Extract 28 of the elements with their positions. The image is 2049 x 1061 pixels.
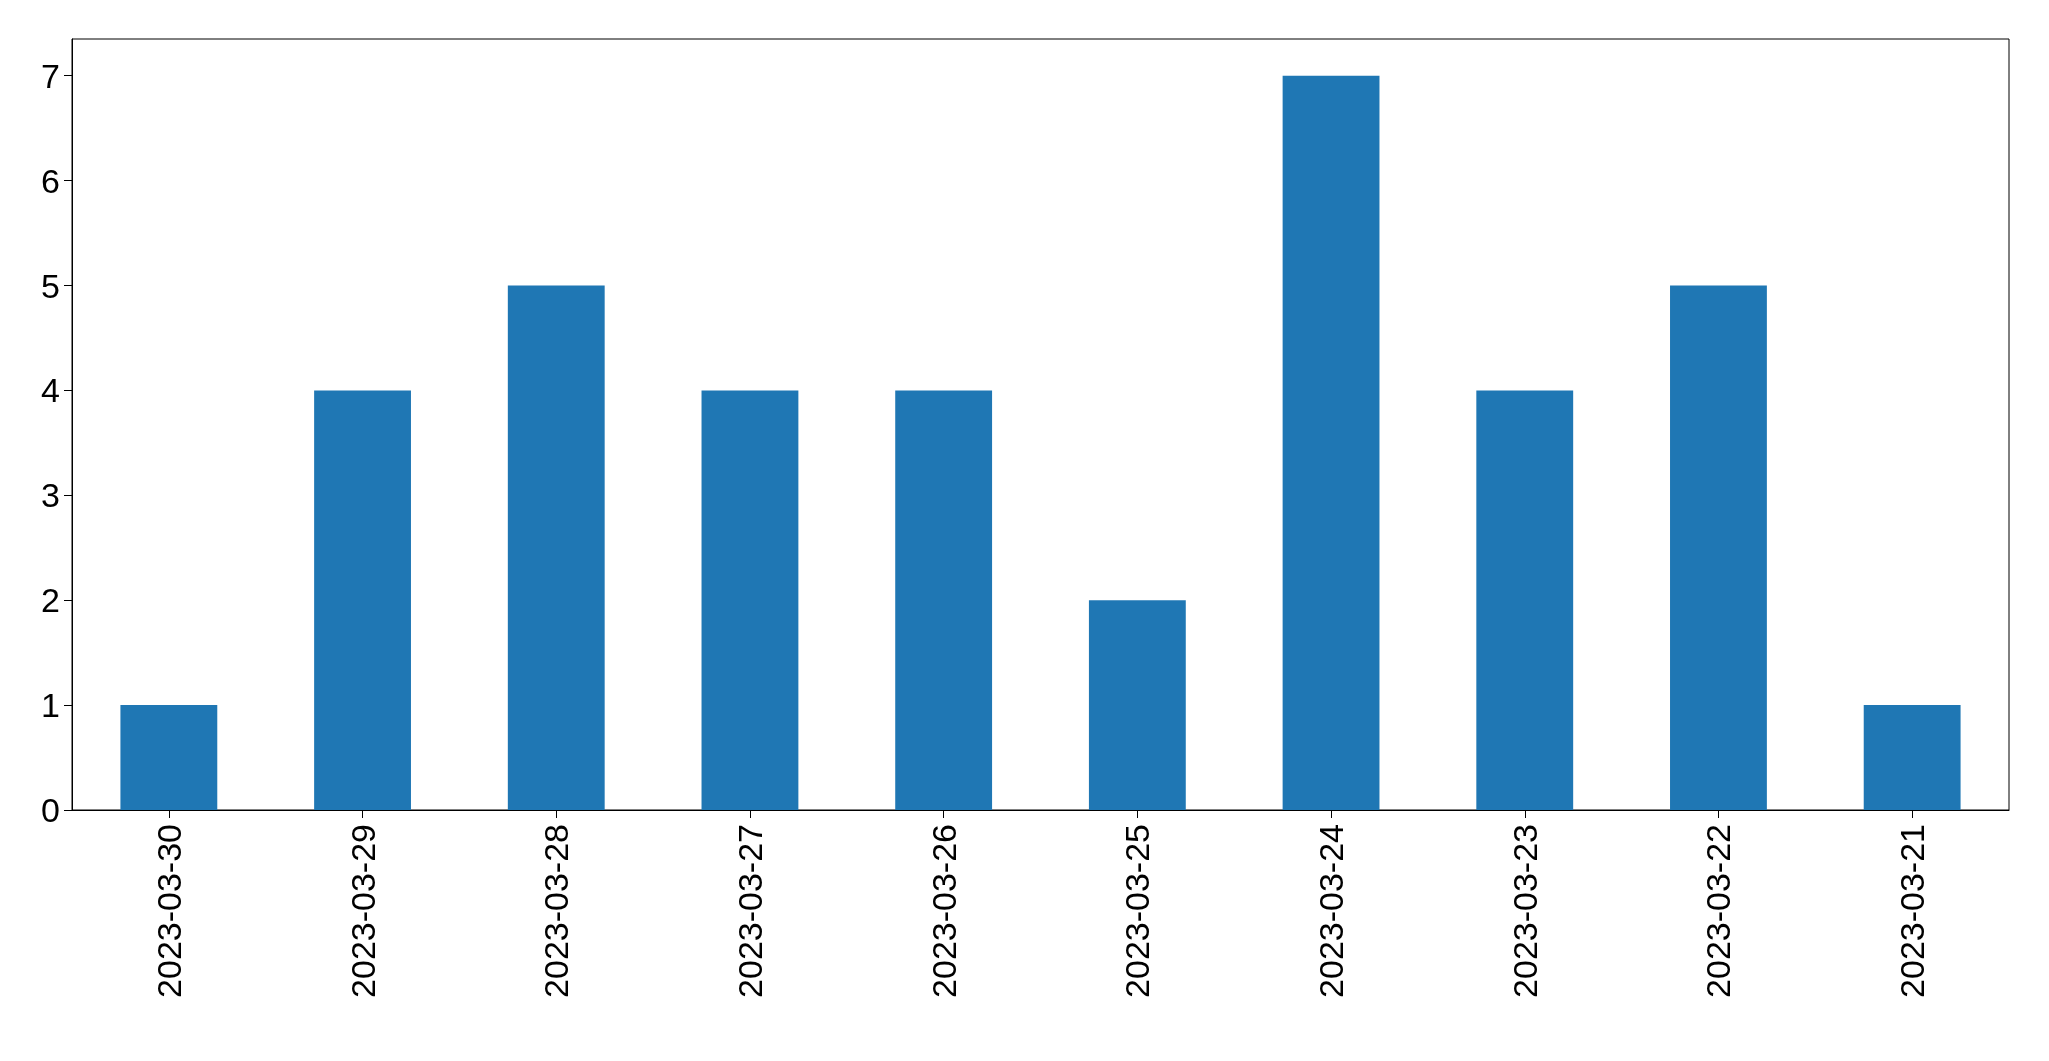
bar — [701, 390, 799, 810]
y-tick-label: 6 — [41, 161, 60, 200]
bar — [895, 390, 993, 810]
y-tick-label: 7 — [41, 56, 60, 95]
x-tick-label: 2023-03-30 — [149, 824, 188, 998]
x-tick-label: 2023-03-26 — [924, 824, 963, 998]
bar — [1670, 285, 1767, 810]
y-tick-label: 5 — [41, 266, 60, 305]
y-tick-label: 3 — [41, 476, 60, 515]
bar — [314, 390, 411, 810]
x-tick-label: 2023-03-28 — [537, 824, 576, 998]
y-tick-label: 2 — [41, 581, 60, 620]
bar — [1088, 600, 1186, 810]
bar — [1282, 75, 1380, 810]
x-tick-label: 2023-03-24 — [1312, 824, 1351, 998]
x-tick-label: 2023-03-27 — [730, 824, 769, 998]
bar — [1863, 705, 1961, 810]
bar — [1476, 390, 1574, 810]
bar — [120, 705, 218, 810]
x-tick-label: 2023-03-21 — [1893, 824, 1932, 998]
x-tick-label: 2023-03-23 — [1505, 824, 1544, 998]
y-tick-label: 4 — [41, 371, 60, 410]
x-tick-label: 2023-03-29 — [343, 824, 382, 998]
x-tick-label: 2023-03-25 — [1118, 824, 1157, 998]
x-tick-label: 2023-03-22 — [1699, 824, 1738, 998]
y-tick-label: 0 — [41, 791, 60, 829]
y-tick-label: 1 — [41, 686, 60, 725]
bar — [507, 285, 605, 810]
